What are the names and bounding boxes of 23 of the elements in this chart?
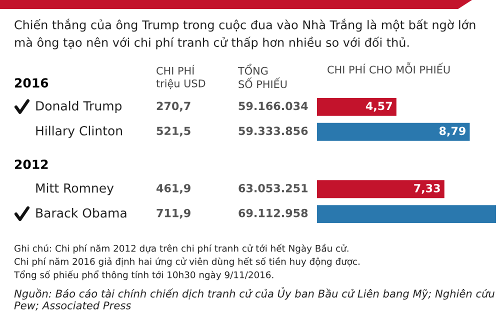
chart-subtitle: Chiến thắng của ông Trump trong cuộc đua vào Nhà Trắng là một bất ngờ lớn mà ông tạo nên với chi phí tranh cử thấp hơn nhiều so với đối thủ. <box>14 18 476 50</box>
text: 2012 <box>14 160 48 170</box>
x-axis-title: CHI PHÍ CHO MỖI PHIẾU <box>328 62 450 74</box>
text: 59.166.034 <box>238 102 308 110</box>
text: 270,7 <box>156 102 190 112</box>
text: 59.333.856 <box>238 126 308 136</box>
text: Ghi chú: Chi phí năm 2012 dựa trên chi phí tranh cử tới hết Ngày Bầu cử. Chi phí năm 2016 giả định hai ứng cử viên dùng hết số tiền huy động được. Tổng số phiếu phổ thông tính tới 10h30 ngày 9/11/2016. <box>14 244 360 280</box>
text: 69.112.958 <box>238 208 308 218</box>
text: 2016 <box>14 78 48 88</box>
y-tick-label: Hillary Clinton <box>36 126 122 138</box>
text: TỔNG SỐ PHIẾU <box>238 64 287 88</box>
text: 461,9 <box>156 184 190 194</box>
y-tick-label: Barack Obama <box>36 208 126 218</box>
text: 521,5 <box>156 126 190 137</box>
y-tick-label: Mitt Romney <box>36 183 114 196</box>
data-label: 8,79 <box>439 126 466 137</box>
data-label: 7,33 <box>414 184 440 194</box>
y-tick-label: Donald Trump <box>36 100 122 114</box>
data-label: 4,57 <box>366 102 392 112</box>
text: 63.053.251 <box>238 184 308 192</box>
text: 711,9 <box>156 208 190 219</box>
text: CHI PHÍ triệu USD <box>156 64 206 90</box>
text: Nguồn: Báo cáo tài chính chiến dịch tranh cử của Ủy ban Bầu cử Liên bang Mỹ; Nghiên cứu Pew; Associated Press <box>14 287 494 310</box>
